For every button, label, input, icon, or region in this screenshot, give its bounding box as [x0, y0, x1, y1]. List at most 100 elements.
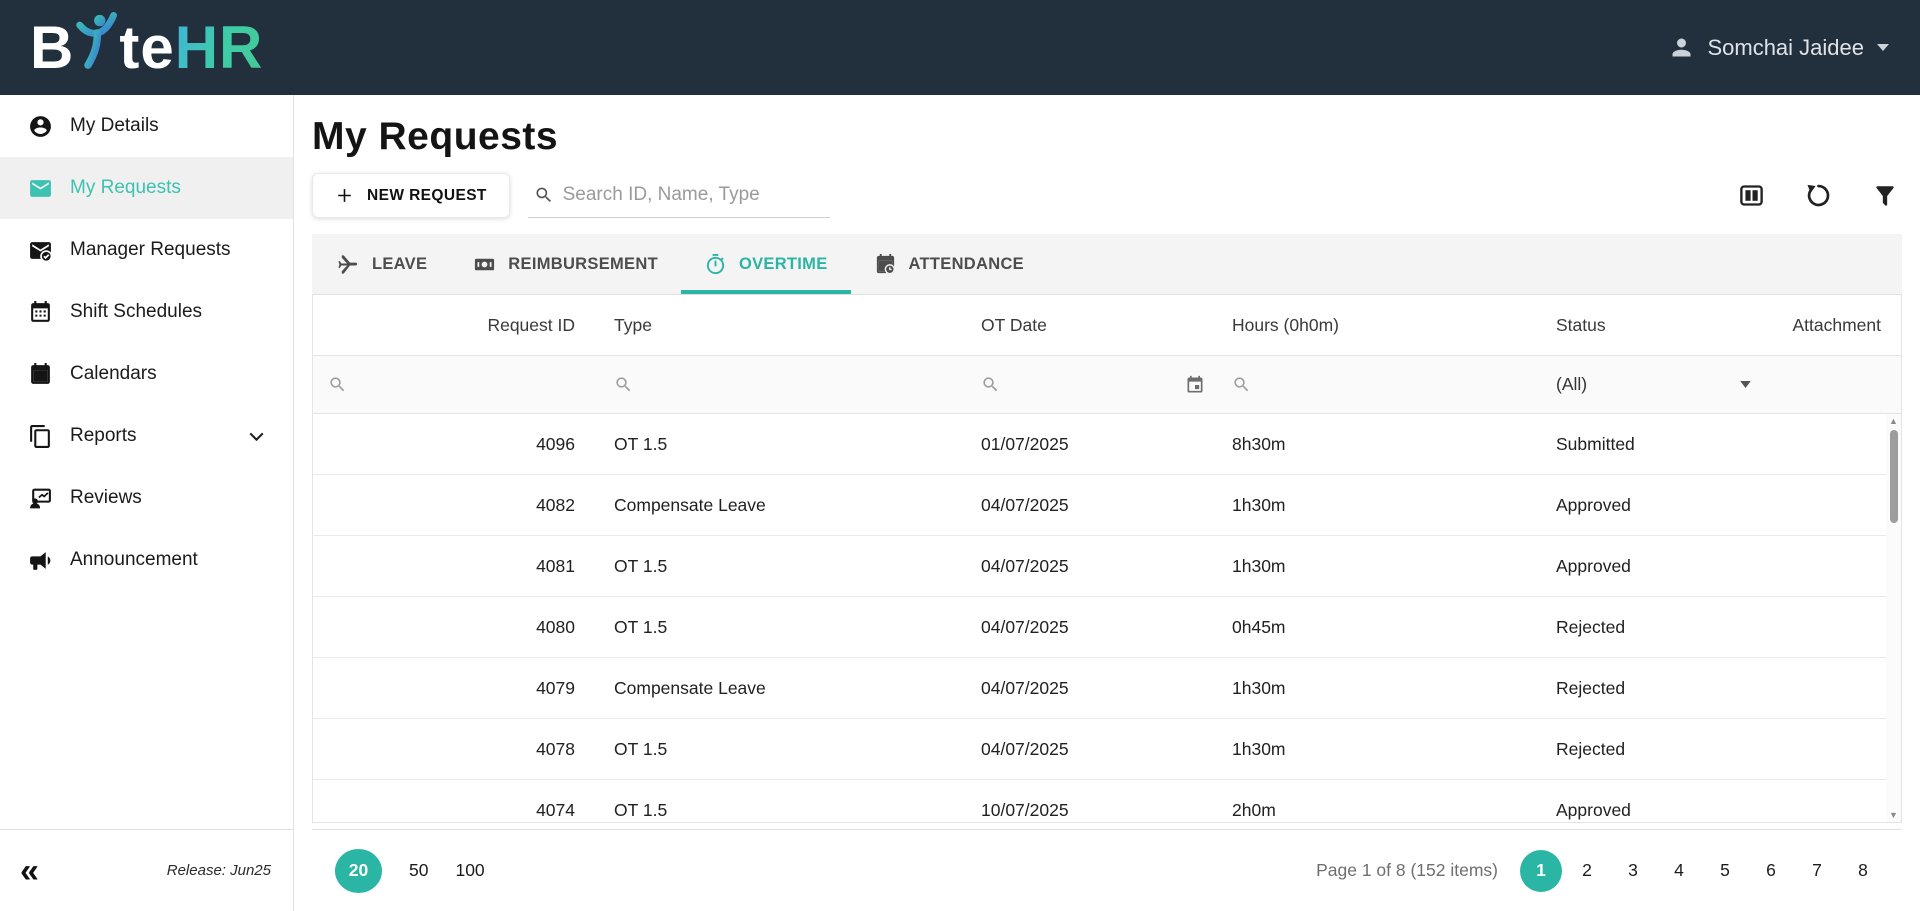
sidebar-item-my-details[interactable]: My Details	[0, 95, 293, 157]
page-button-3[interactable]: 3	[1628, 860, 1638, 880]
page-button-1[interactable]: 1	[1520, 849, 1562, 892]
request-type-tabs: LEAVE REIMBURSEMENT OVERTIME	[312, 234, 1902, 295]
user-menu[interactable]: Somchai Jaidee	[1668, 34, 1890, 61]
sidebar-item-manager-requests[interactable]: Manager Requests	[0, 219, 293, 281]
scroll-up-arrow-icon[interactable]: ▲	[1889, 416, 1898, 426]
page-button-2[interactable]: 2	[1582, 860, 1592, 880]
table-row[interactable]: 4096 OT 1.5 01/07/2025 8h30m Submitted	[313, 414, 1901, 475]
cell-status: Approved	[1556, 799, 1631, 820]
table-row[interactable]: 4078 OT 1.5 04/07/2025 1h30m Rejected	[313, 719, 1901, 780]
cell-ot-date: 04/07/2025	[981, 738, 1069, 759]
bytehr-logo[interactable]: B te HR	[30, 0, 263, 95]
cell-hours: 1h30m	[1232, 494, 1286, 515]
tab-reimbursement[interactable]: REIMBURSEMENT	[450, 234, 681, 294]
filter-icon[interactable]	[1872, 183, 1898, 209]
review-board-icon	[30, 488, 51, 508]
column-chooser-icon[interactable]	[1738, 182, 1765, 209]
cell-status: Submitted	[1556, 433, 1635, 454]
page-button-4[interactable]: 4	[1674, 860, 1684, 880]
tab-label: REIMBURSEMENT	[508, 254, 658, 273]
sidebar-item-reviews[interactable]: Reviews	[0, 467, 293, 529]
column-header-request-id[interactable]: Request ID	[487, 314, 575, 335]
filter-request-id[interactable]	[313, 375, 595, 394]
calendar-picker-icon[interactable]	[1185, 375, 1205, 395]
cell-status: Rejected	[1556, 738, 1626, 759]
cell-status: Rejected	[1556, 616, 1626, 637]
user-name: Somchai Jaidee	[1707, 34, 1864, 60]
filter-hours[interactable]	[1213, 375, 1537, 394]
cell-type: Compensate Leave	[614, 494, 766, 515]
cell-ot-date: 01/07/2025	[981, 433, 1069, 454]
page-info: Page 1 of 8 (152 items)	[1316, 860, 1498, 880]
sidebar-item-shift-schedules[interactable]: Shift Schedules	[0, 281, 293, 343]
cell-status: Rejected	[1556, 677, 1626, 698]
filter-type[interactable]	[595, 375, 963, 394]
cell-ot-date: 04/07/2025	[981, 616, 1069, 637]
user-caret-down-icon	[1877, 44, 1889, 51]
search-input[interactable]	[562, 184, 824, 206]
search-icon	[330, 377, 345, 392]
search-icon	[983, 377, 998, 392]
new-request-button[interactable]: NEW REQUEST	[312, 173, 510, 218]
sidebar-item-label: Reports	[70, 425, 137, 446]
dropdown-caret-icon	[1740, 381, 1751, 388]
filter-row: (All)	[313, 356, 1901, 414]
page-size-selector: 20 50 100	[335, 848, 485, 893]
requests-table: Request ID Type OT Date Hours (0h0m) Sta…	[312, 295, 1902, 823]
sidebar-item-calendars[interactable]: Calendars	[0, 343, 293, 405]
status-filter-select[interactable]: (All)	[1556, 374, 1757, 395]
page-button-8[interactable]: 8	[1858, 860, 1868, 880]
column-header-ot-date[interactable]: OT Date	[981, 314, 1047, 335]
sidebar-item-reports[interactable]: Reports	[0, 405, 293, 467]
sidebar-item-announcement[interactable]: Announcement	[0, 529, 293, 591]
cell-hours: 8h30m	[1232, 433, 1286, 454]
logo-person-icon	[76, 11, 118, 69]
cell-type: OT 1.5	[614, 799, 668, 820]
scroll-down-arrow-icon[interactable]: ▼	[1889, 810, 1898, 820]
page-button-7[interactable]: 7	[1812, 860, 1822, 880]
column-header-attachment[interactable]: Attachment	[1792, 314, 1881, 335]
column-header-status[interactable]: Status	[1556, 314, 1606, 335]
table-row[interactable]: 4074 OT 1.5 10/07/2025 2h0m Approved	[313, 780, 1901, 822]
revert-undo-icon[interactable]	[1805, 182, 1832, 209]
filter-ot-date[interactable]	[963, 375, 1213, 395]
account-circle-icon	[30, 115, 51, 137]
plus-icon	[338, 189, 351, 202]
toolbar: NEW REQUEST	[312, 173, 1902, 218]
table-row[interactable]: 4080 OT 1.5 04/07/2025 0h45m Rejected	[313, 597, 1901, 658]
tab-label: LEAVE	[372, 254, 428, 273]
page-button-6[interactable]: 6	[1766, 860, 1776, 880]
table-scrollbar[interactable]: ▲ ▼	[1886, 414, 1901, 822]
cell-ot-date: 04/07/2025	[981, 555, 1069, 576]
cell-request-id: 4074	[536, 799, 575, 820]
table-row[interactable]: 4081 OT 1.5 04/07/2025 1h30m Approved	[313, 536, 1901, 597]
table-row[interactable]: 4082 Compensate Leave 04/07/2025 1h30m A…	[313, 475, 1901, 536]
chevron-down-icon	[249, 432, 264, 441]
logo-text-hr: HR	[175, 0, 264, 95]
sidebar-item-my-requests[interactable]: My Requests	[0, 157, 293, 219]
tab-attendance[interactable]: ATTENDANCE	[851, 234, 1047, 294]
cell-request-id: 4080	[536, 616, 575, 637]
cell-status: Approved	[1556, 555, 1631, 576]
table-header-row: Request ID Type OT Date Hours (0h0m) Sta…	[313, 295, 1901, 356]
search-icon	[1234, 377, 1249, 392]
collapse-sidebar-icon[interactable]: «	[20, 851, 39, 890]
page-size-20[interactable]: 20	[335, 848, 382, 893]
page-size-50[interactable]: 50	[409, 860, 429, 880]
cell-ot-date: 10/07/2025	[981, 799, 1069, 820]
status-filter-value: (All)	[1556, 374, 1588, 394]
documents-icon	[30, 424, 50, 448]
column-header-hours[interactable]: Hours (0h0m)	[1232, 314, 1339, 335]
tab-leave[interactable]: LEAVE	[314, 234, 450, 294]
table-row[interactable]: 4079 Compensate Leave 04/07/2025 1h30m R…	[313, 658, 1901, 719]
page-size-100[interactable]: 100	[455, 860, 485, 880]
page-button-5[interactable]: 5	[1720, 860, 1730, 880]
tab-overtime[interactable]: OVERTIME	[681, 234, 851, 294]
airplane-icon	[338, 254, 358, 274]
sidebar: My Details My Requests Manager Requests …	[0, 95, 294, 911]
column-header-type[interactable]: Type	[614, 314, 652, 335]
megaphone-icon	[30, 551, 51, 570]
sidebar-item-label: My Details	[70, 115, 159, 136]
page-title: My Requests	[312, 115, 559, 158]
scrollbar-thumb[interactable]	[1889, 430, 1898, 523]
